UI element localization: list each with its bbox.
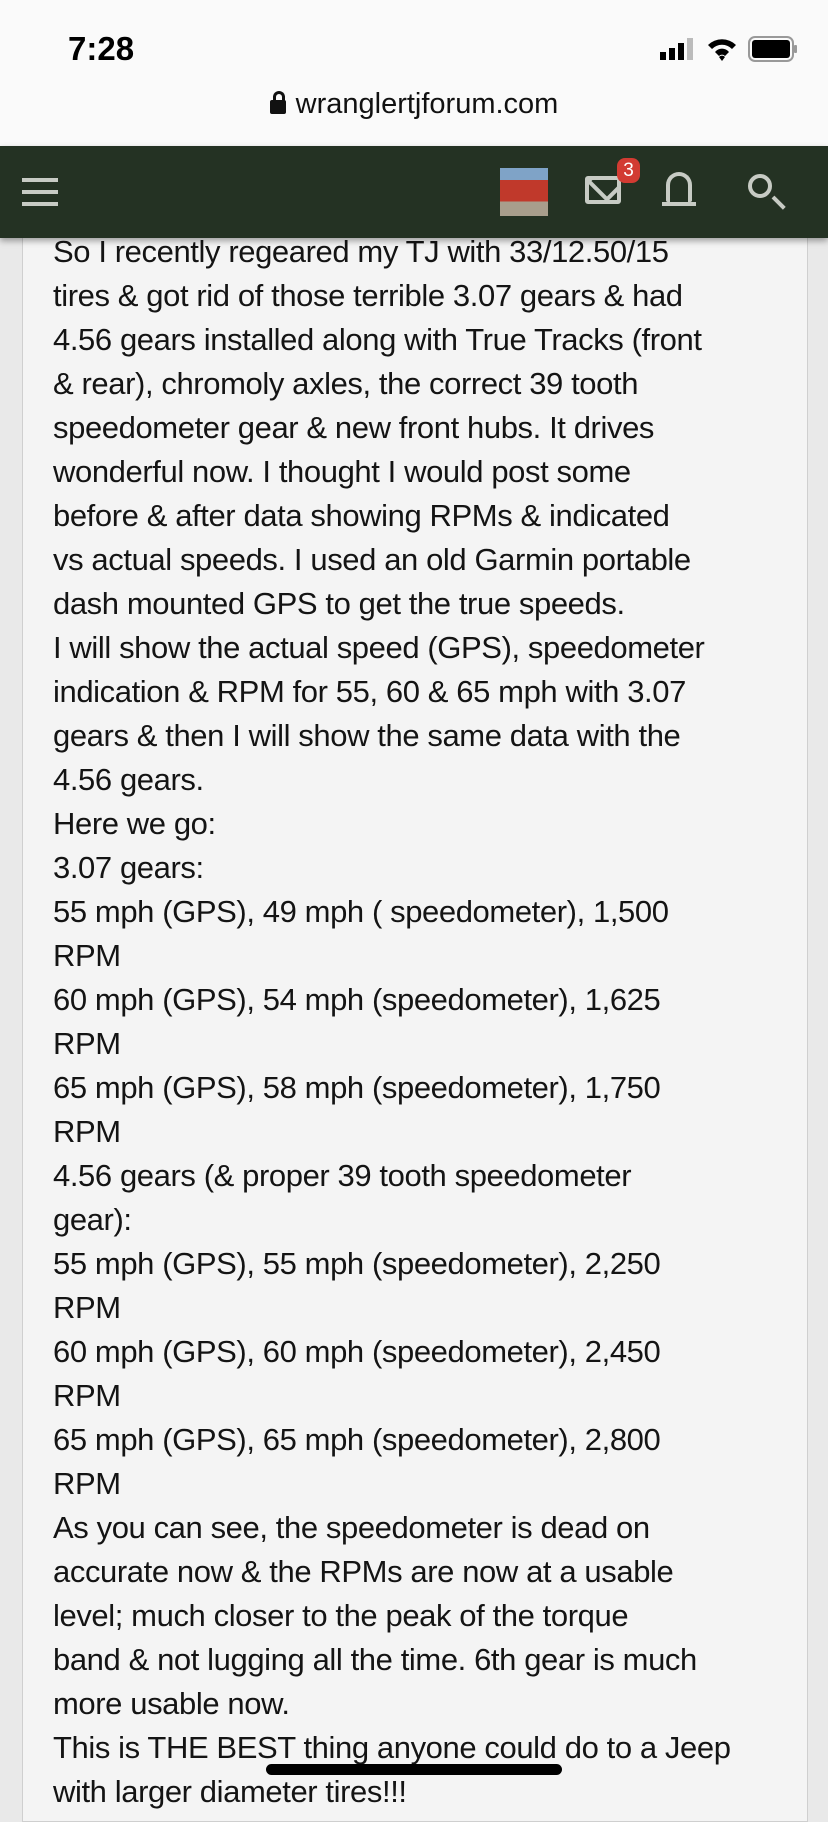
post-line: This is THE BEST thing anyone could do t…: [53, 1730, 731, 1765]
post-line: Here we go:: [53, 806, 216, 841]
messages-badge: 3: [617, 158, 640, 183]
post-line: RPM: [53, 1466, 121, 1501]
post-line: RPM: [53, 1378, 121, 1413]
post-line: RPM: [53, 1290, 121, 1325]
lock-icon: [269, 91, 286, 114]
address-bar[interactable]: wranglertjforum.com: [0, 88, 828, 121]
post-line: speedometer gear & new front hubs. It dr…: [53, 410, 655, 445]
post-line: vs actual speeds. I used an old Garmin p…: [53, 542, 691, 577]
post-line: As you can see, the speedometer is dead …: [53, 1510, 650, 1545]
post-line: tires & got rid of those terrible 3.07 g…: [53, 278, 683, 313]
home-indicator[interactable]: [266, 1764, 562, 1775]
clock: 7:28: [68, 30, 135, 67]
post-line: before & after data showing RPMs & indic…: [53, 498, 670, 533]
post-line: level; much closer to the peak of the to…: [53, 1598, 629, 1633]
post-line: 4.56 gears.: [53, 762, 204, 797]
post-line: accurate now & the RPMs are now at a usa…: [53, 1554, 674, 1589]
post-line: I will show the actual speed (GPS), spee…: [53, 630, 705, 665]
post-line: band & not lugging all the time. 6th gea…: [53, 1642, 697, 1677]
post-line: RPM: [53, 1026, 121, 1061]
hamburger-icon[interactable]: [22, 178, 58, 214]
post-line: 55 mph (GPS), 55 mph (speedometer), 2,25…: [53, 1246, 661, 1281]
mail-icon[interactable]: [585, 176, 621, 204]
status-bar: 7:28 wranglertjforum.com: [0, 0, 828, 146]
post-line: & rear), chromoly axles, the correct 39 …: [53, 366, 639, 401]
bell-icon[interactable]: [662, 172, 696, 206]
post-line: wonderful now. I thought I would post so…: [53, 454, 631, 489]
avatar[interactable]: [500, 168, 548, 216]
wifi-icon: [708, 39, 736, 61]
post-line: dash mounted GPS to get the true speeds.: [53, 586, 625, 621]
url-text: wranglertjforum.com: [295, 88, 559, 120]
post-line: gears & then I will show the same data w…: [53, 718, 681, 753]
battery-icon: [748, 36, 797, 62]
post-line: 60 mph (GPS), 54 mph (speedometer), 1,62…: [53, 982, 661, 1017]
system-icons: [660, 36, 798, 62]
post-line: more usable now.: [53, 1686, 290, 1721]
post-line: with larger diameter tires!!!: [53, 1774, 407, 1809]
post-line: 55 mph (GPS), 49 mph ( speedometer), 1,5…: [53, 894, 669, 929]
post-line: RPM: [53, 1114, 121, 1149]
post-line: 65 mph (GPS), 65 mph (speedometer), 2,80…: [53, 1422, 661, 1457]
post-line: gear):: [53, 1202, 132, 1237]
signal-icon: [660, 38, 693, 60]
post-line: So I recently regeared my TJ with 33/12.…: [53, 234, 669, 269]
post-line: 3.07 gears:: [53, 850, 204, 885]
post-line: RPM: [53, 938, 121, 973]
forum-nav-bar: 3: [0, 146, 828, 238]
post-line: 60 mph (GPS), 60 mph (speedometer), 2,45…: [53, 1334, 661, 1369]
search-icon[interactable]: [748, 174, 772, 198]
post-line: indication & RPM for 55, 60 & 65 mph wit…: [53, 674, 686, 709]
post-line: 65 mph (GPS), 58 mph (speedometer), 1,75…: [53, 1070, 661, 1105]
post-body: So I recently regeared my TJ with 33/12.…: [53, 230, 731, 1814]
post-line: 4.56 gears (& proper 39 tooth speedomete…: [53, 1158, 632, 1193]
post-line: 4.56 gears installed along with True Tra…: [53, 322, 702, 357]
